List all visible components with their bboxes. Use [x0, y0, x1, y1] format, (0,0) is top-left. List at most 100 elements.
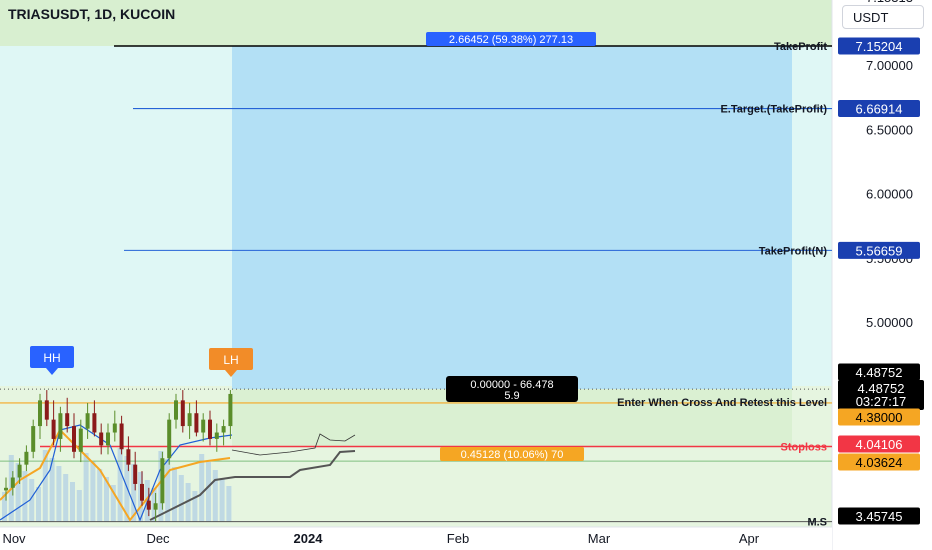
stoploss-tag: 4.04106 — [856, 437, 903, 452]
volume-bar — [206, 462, 211, 522]
candle-body — [208, 419, 212, 439]
candle-body — [180, 400, 185, 427]
volume-bar — [219, 478, 225, 522]
candle-body — [167, 419, 172, 459]
countdown-time: 03:27:17 — [856, 394, 907, 409]
takeprofit-text: TakeProfit — [774, 41, 827, 53]
x-tick-label: Mar — [588, 531, 611, 546]
etarget-tag: 6.66914 — [856, 102, 903, 117]
candle-body — [140, 483, 144, 501]
candle-body — [126, 449, 131, 465]
etarget-text: E.Target.(TakeProfit) — [720, 104, 827, 116]
volume-bar — [76, 490, 82, 522]
ms-tag-bg — [838, 507, 920, 525]
candle-body — [221, 426, 226, 433]
time-axis-bg — [0, 527, 832, 550]
entry-tag: 4.38000 — [856, 410, 903, 425]
volume-bar — [2, 492, 7, 522]
etarget-tag-bg — [838, 100, 920, 118]
last-price-tag-bg — [838, 363, 920, 381]
candle-body — [146, 500, 151, 510]
candle-body — [174, 400, 178, 420]
volume-bar — [212, 470, 218, 522]
volume-bar — [110, 485, 116, 522]
x-tick-label: 2024 — [294, 531, 324, 546]
pivot-hh-label: HH — [43, 351, 60, 365]
volume-bar — [178, 475, 184, 522]
takeprofit-tag-bg — [838, 37, 920, 55]
stoploss-text: Stoploss — [781, 442, 827, 454]
candle-body — [201, 419, 206, 433]
candle-body — [119, 423, 124, 450]
candle-body — [85, 413, 90, 429]
x-tick-label: Dec — [146, 531, 170, 546]
candle-body — [24, 451, 29, 465]
ms-tag: 3.45745 — [856, 509, 903, 524]
symbol-title: TRIASUSDT, 1D, KUCOIN — [8, 6, 176, 22]
volume-bar — [63, 474, 69, 522]
takeprofit-n-text: TakeProfit(N) — [759, 245, 828, 257]
candle-body — [58, 413, 63, 439]
volume-bar — [49, 458, 55, 522]
volume-bar — [97, 469, 103, 522]
loss-label-bg — [440, 447, 584, 461]
candle-body — [194, 413, 199, 433]
volume-bar — [185, 483, 191, 522]
last-price-tag: 4.48752 — [856, 365, 903, 380]
candle-body — [65, 413, 70, 427]
profit-label: 2.66452 (59.38%) 277.13 — [449, 34, 573, 46]
volume-bar — [90, 461, 96, 522]
candle-body — [31, 426, 36, 452]
loss-label: 0.45128 (10.06%) 70 — [461, 449, 564, 461]
candle-body — [133, 464, 138, 484]
volume-bar — [226, 486, 232, 522]
gray-ma — [149, 450, 356, 521]
profit-zone — [232, 46, 792, 390]
ratio-label-bg — [446, 376, 578, 402]
y-tick-label: 5.00000 — [866, 315, 913, 330]
countdown-tag-bg — [838, 380, 924, 410]
candle-body — [106, 432, 110, 446]
candle-body — [17, 464, 22, 478]
top-band — [0, 0, 832, 46]
takeprofit-n-tag: 5.56659 — [856, 243, 903, 258]
candle-body — [51, 419, 56, 439]
ratio-label-line1: 0.00000 - 66.478 — [470, 379, 553, 391]
y-tick-label: 6.00000 — [866, 187, 913, 202]
candle-body — [187, 413, 192, 427]
stop2-tag-bg — [838, 453, 920, 471]
volume-bar — [70, 482, 75, 522]
candle-body — [112, 423, 117, 433]
ms-text: M.S — [807, 517, 827, 529]
y-tick-label: 6.50000 — [866, 122, 913, 137]
candle-body — [44, 400, 49, 420]
currency-selector[interactable]: USDT — [842, 5, 924, 29]
pivot-hh-tag — [30, 346, 74, 368]
entry-text: Enter When Cross And Retest this Level — [617, 397, 827, 409]
pivot-lh-tag — [209, 348, 253, 370]
volume-bar — [104, 477, 109, 522]
volume-bar — [199, 454, 205, 522]
orange-ma — [0, 428, 231, 522]
pivot-lh-label: LH — [223, 353, 238, 367]
takeprofit-tag: 7.15204 — [856, 39, 903, 54]
volume-bar — [42, 450, 48, 522]
stoploss-tag-bg — [838, 435, 920, 453]
volume-bar — [165, 459, 171, 522]
volume-bar — [29, 479, 35, 522]
candle-body — [78, 428, 83, 452]
volume-bar — [83, 453, 89, 522]
candle-body — [99, 432, 104, 446]
volume-bar — [172, 467, 177, 522]
pivot-hh-pointer — [46, 368, 58, 375]
candle-body — [92, 413, 97, 433]
entry-tag-bg — [838, 408, 920, 426]
x-tick-label: Nov — [2, 531, 26, 546]
candle-body — [4, 487, 8, 491]
y-tick-label: 7.00000 — [866, 58, 913, 73]
volume-bar — [15, 463, 21, 522]
candle-body — [214, 432, 219, 439]
ratio-label-line2: 5.9 — [504, 390, 519, 402]
countdown-price: 4.48752 — [858, 381, 905, 396]
